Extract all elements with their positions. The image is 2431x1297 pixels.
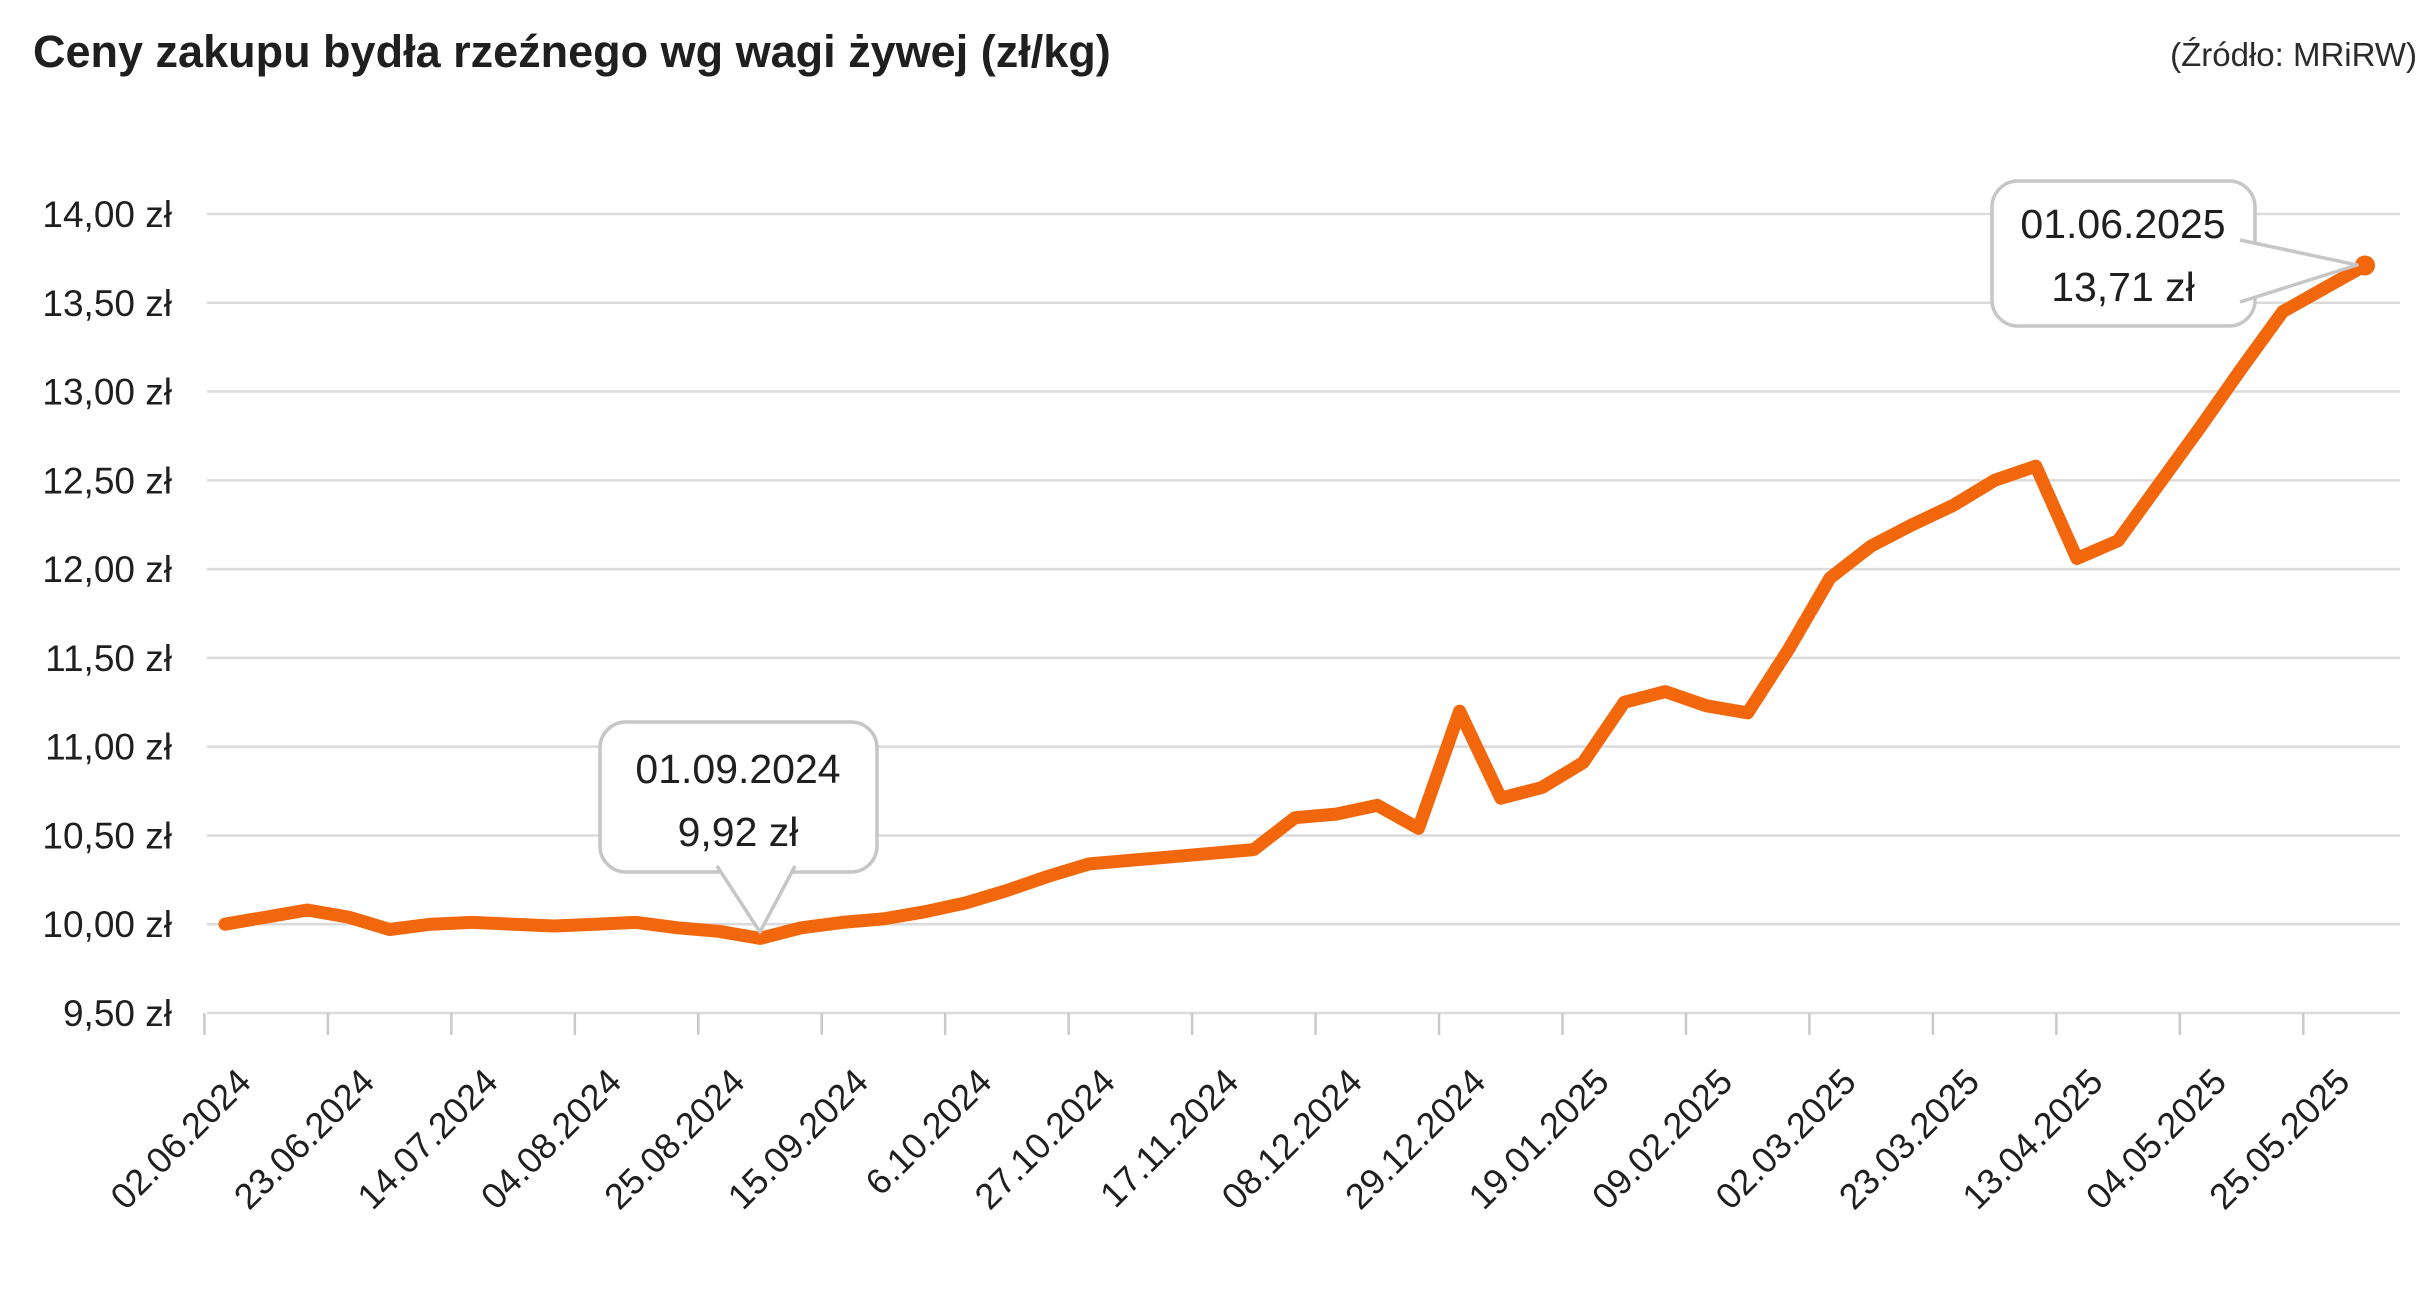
callout-max: 01.06.2025 13,71 zł: [1990, 179, 2359, 328]
y-tick-label: 12,00 zł: [42, 549, 172, 590]
y-tick-label: 11,00 zł: [45, 727, 172, 768]
y-tick-label: 13,00 zł: [42, 372, 172, 413]
y-tick-label: 14,00 zł: [42, 194, 172, 235]
y-tick-label: 10,00 zł: [42, 904, 172, 945]
callout-min-date: 01.09.2024: [635, 746, 840, 792]
y-tick-label: 10,50 zł: [42, 815, 172, 856]
chart-title: Ceny zakupu bydła rzeźnego wg wagi żywej…: [33, 26, 1111, 77]
end-point-dot: [2355, 255, 2375, 276]
callout-max-pointer: [2239, 238, 2359, 304]
y-tick-label: 13,50 zł: [42, 283, 172, 324]
price-line: [218, 259, 2372, 945]
y-tick-label: 11,50 zł: [45, 638, 172, 679]
callout-min-pointer: [715, 865, 797, 934]
chart-source-label: (Źródło: MRiRW): [2170, 36, 2417, 73]
y-tick-label: 9,50 zł: [63, 993, 172, 1034]
y-tick-label: 12,50 zł: [42, 460, 172, 501]
callout-max-value: 13,71 zł: [2051, 264, 2195, 310]
callout-max-date: 01.06.2025: [2020, 201, 2225, 247]
callout-min: 01.09.2024 9,92 zł: [598, 720, 879, 934]
callout-min-value: 9,92 zł: [678, 809, 799, 855]
